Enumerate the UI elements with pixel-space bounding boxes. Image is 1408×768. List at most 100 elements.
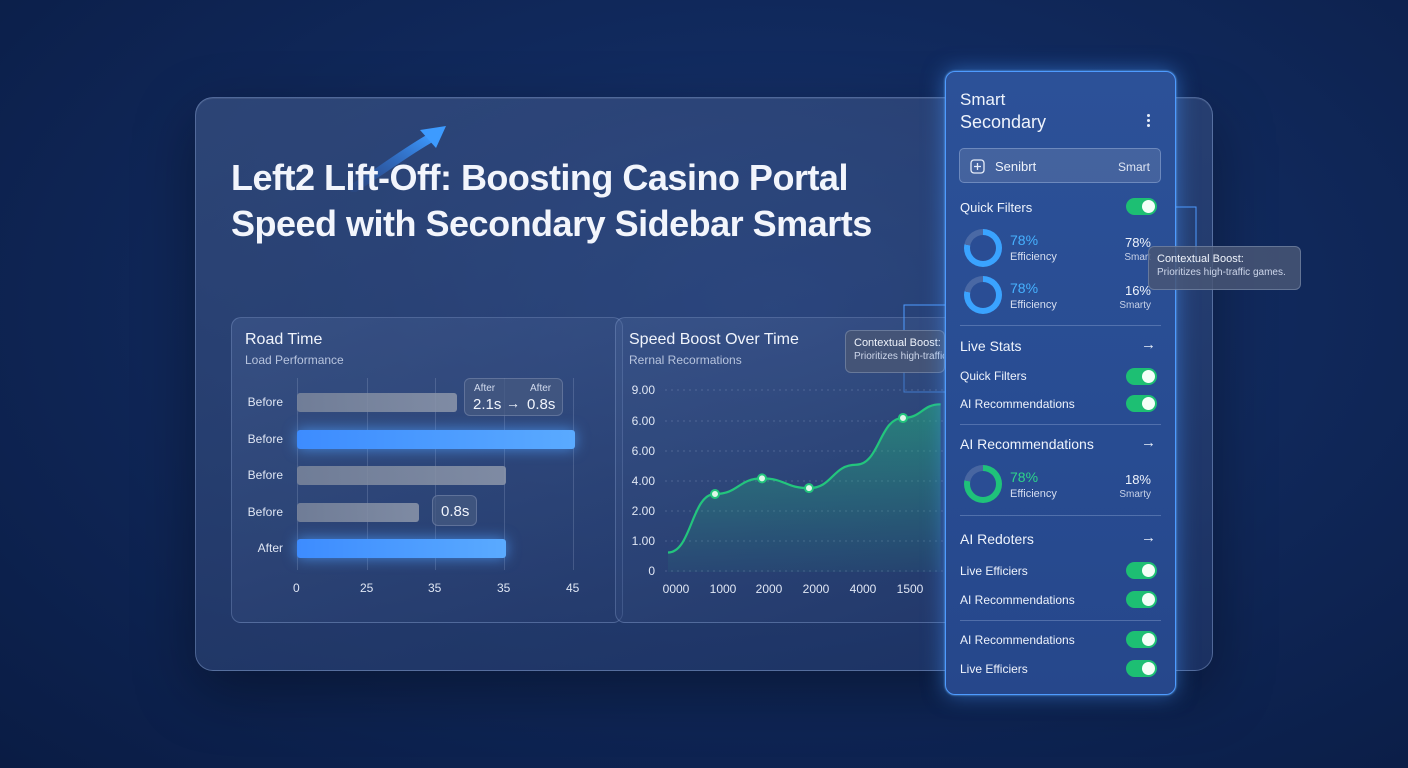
ai-redoters-arrow-icon[interactable]: → bbox=[1141, 529, 1156, 546]
sidebar-divider bbox=[960, 424, 1161, 425]
ai-recommendations-toggle-2[interactable] bbox=[1126, 591, 1157, 608]
metric3-pct: 78% bbox=[1010, 469, 1039, 485]
bar bbox=[297, 539, 506, 558]
speed-card-title: Speed Boost Over Time bbox=[629, 331, 799, 348]
x-tick-label: 35 bbox=[497, 581, 511, 595]
metric3-right-pct: 18% bbox=[1124, 472, 1151, 487]
metric3-right-label: Smarty bbox=[1119, 489, 1151, 500]
y-tick-label: 4.00 bbox=[632, 474, 656, 488]
bar-category-label: After bbox=[257, 541, 283, 555]
sidebar-contextual-boost-tooltip: Contextual Boost: Prioritizes high-traff… bbox=[1148, 246, 1301, 290]
trend-arrow-icon bbox=[350, 126, 446, 192]
x-tick-label: 0 bbox=[293, 581, 300, 595]
before-after-chip: After After 2.1s → 0.8s bbox=[464, 378, 563, 416]
value-chip: 0.8s bbox=[432, 495, 477, 526]
live-efficiers-toggle-2[interactable] bbox=[1126, 660, 1157, 677]
live-efficiers-toggle-1[interactable] bbox=[1126, 562, 1157, 579]
value-chip-text: 0.8s bbox=[441, 503, 470, 520]
data-point bbox=[898, 412, 908, 423]
bar-category-label: Before bbox=[247, 395, 283, 409]
live-efficiers-label-1: Live Efficiers bbox=[960, 564, 1028, 578]
load-card-title: Road Time bbox=[245, 331, 323, 348]
page-title: Left2 Lift-Off: Boosting Casino Portal S… bbox=[231, 157, 872, 244]
x-tick-label: 45 bbox=[566, 581, 580, 595]
sidebar-divider bbox=[960, 325, 1161, 326]
x-tick-label: 4000 bbox=[850, 582, 877, 596]
ai-recommendations-label-3: AI Recommendations bbox=[960, 633, 1075, 647]
metric1-right-pct: 78% bbox=[1124, 235, 1151, 250]
metric1-pct: 78% bbox=[1010, 232, 1039, 248]
sidebar-search-field[interactable]: Senibrt Smart bbox=[959, 148, 1161, 183]
metric2-label: Efficiency bbox=[1010, 299, 1057, 311]
efficiency-ring-3 bbox=[964, 465, 1002, 503]
x-tick-label: 1500 bbox=[897, 582, 924, 596]
ai-recommendations-header[interactable]: AI Recommendations bbox=[960, 436, 1094, 452]
quick-filters-toggle-2[interactable] bbox=[1126, 368, 1157, 385]
x-tick-label: 1000 bbox=[710, 582, 737, 596]
x-tick-label: 25 bbox=[360, 581, 374, 595]
live-stats-header[interactable]: Live Stats bbox=[960, 338, 1022, 354]
efficiency-ring-1 bbox=[964, 229, 1002, 267]
quick-filters-label-2: Quick Filters bbox=[960, 369, 1027, 383]
ai-recommendations-toggle-3[interactable] bbox=[1126, 631, 1157, 648]
bar-category-label: Before bbox=[247, 431, 283, 446]
ai-redoters-header[interactable]: AI Redoters bbox=[960, 531, 1034, 547]
data-point bbox=[710, 489, 720, 499]
data-point bbox=[804, 483, 814, 494]
chip-to-value: 0.8s bbox=[527, 396, 556, 413]
bar-category-label: Before bbox=[247, 468, 283, 482]
metric3-label: Efficiency bbox=[1010, 488, 1057, 500]
y-tick-label: 2.00 bbox=[632, 504, 656, 518]
bar bbox=[297, 393, 457, 412]
load-card-subtitle: Load Performance bbox=[245, 353, 344, 367]
quick-filters-toggle[interactable] bbox=[1126, 198, 1157, 215]
side-tooltip-title: Contextual Boost: bbox=[1157, 253, 1244, 265]
bar bbox=[297, 502, 419, 522]
chip-after-label-1: After bbox=[474, 383, 496, 394]
bar-category-label: Before bbox=[247, 504, 283, 519]
efficiency-ring-2 bbox=[964, 276, 1002, 314]
side-tooltip-text: Prioritizes high-traffic games. bbox=[1157, 267, 1286, 278]
live-efficiers-label-2: Live Efficiers bbox=[960, 662, 1028, 676]
y-tick-label: 9.00 bbox=[632, 383, 656, 397]
kebab-icon[interactable] bbox=[1146, 114, 1152, 130]
bar bbox=[297, 429, 575, 449]
y-tick-label: 1.00 bbox=[632, 534, 656, 548]
ai-recommendations-arrow-icon[interactable]: → bbox=[1141, 434, 1156, 451]
ai-recommendations-label-2: AI Recommendations bbox=[960, 593, 1075, 607]
x-tick-label: 35 bbox=[428, 581, 442, 595]
chip-from-value: 2.1s bbox=[473, 396, 502, 413]
metric2-right-pct: 16% bbox=[1124, 283, 1151, 298]
speed-card-subtitle: Rernal Recormations bbox=[629, 353, 742, 367]
live-stats-arrow-icon[interactable]: → bbox=[1141, 336, 1156, 353]
grid-line bbox=[573, 378, 574, 570]
contextual-boost-tooltip: Contextual Boost: Prioritizes high-traff… bbox=[845, 330, 945, 373]
y-tick-label: 0 bbox=[648, 564, 655, 578]
y-tick-label: 6.00 bbox=[632, 444, 656, 458]
metric2-pct: 78% bbox=[1010, 280, 1039, 296]
x-tick-label: 0000 bbox=[663, 582, 690, 596]
sidebar-title-line1: Smart bbox=[960, 90, 1006, 109]
sidebar-title-line2: Secondary bbox=[960, 112, 1047, 132]
search-field-right: Smart bbox=[1117, 160, 1150, 174]
tooltip-text: Prioritizes high-traffic games. bbox=[854, 351, 945, 362]
quick-filters-label: Quick Filters bbox=[960, 200, 1033, 215]
x-tick-label: 2000 bbox=[756, 582, 783, 596]
sidebar-divider bbox=[960, 515, 1161, 516]
metric1-label: Efficiency bbox=[1010, 251, 1057, 263]
sidebar-divider bbox=[960, 620, 1161, 621]
metric1-right-label: Smart bbox=[1124, 252, 1151, 263]
chip-arrow-icon: → bbox=[506, 395, 520, 411]
ai-recommendations-toggle-1[interactable] bbox=[1126, 395, 1157, 412]
add-square-icon bbox=[970, 159, 985, 174]
search-field-text: Senibrt bbox=[995, 159, 1037, 174]
x-tick-label: 2000 bbox=[803, 582, 830, 596]
metric2-right-label: Smarty bbox=[1119, 300, 1151, 311]
data-point bbox=[757, 473, 767, 484]
chip-after-label-2: After bbox=[530, 383, 552, 394]
tooltip-title: Contextual Boost: bbox=[854, 337, 941, 349]
bar bbox=[297, 466, 506, 485]
y-tick-label: 6.00 bbox=[632, 414, 656, 428]
